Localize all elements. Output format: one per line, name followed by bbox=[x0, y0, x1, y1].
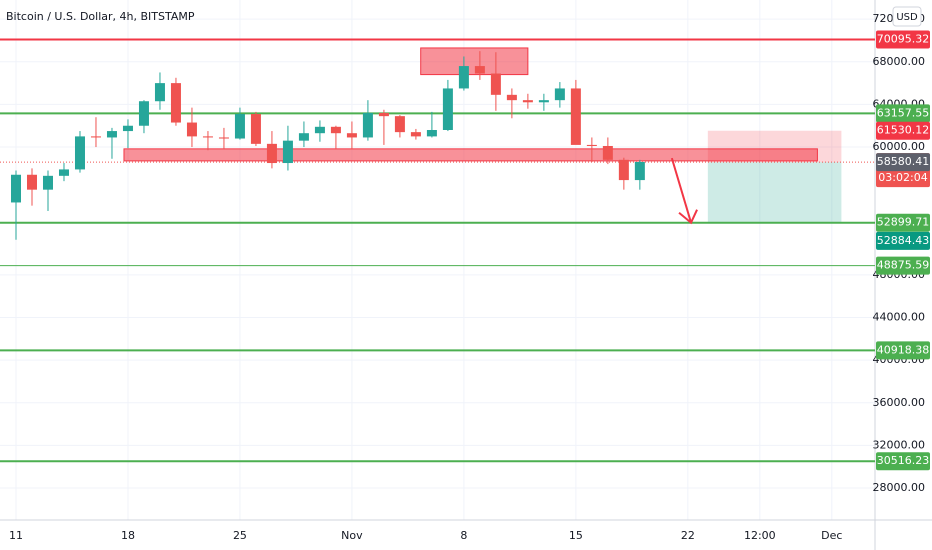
x-tick-label: 25 bbox=[233, 529, 247, 542]
bid-tag: 58580.41 bbox=[877, 155, 930, 168]
y-tick-label: 28000.00 bbox=[873, 481, 926, 494]
stop-tag: 61530.12 bbox=[877, 124, 930, 137]
level-tag-bg bbox=[876, 30, 930, 49]
candle-body bbox=[74, 136, 85, 170]
candle-body bbox=[106, 131, 117, 138]
candle-body bbox=[378, 112, 389, 117]
currency-box[interactable] bbox=[892, 6, 922, 27]
level-tag: 52899.71 bbox=[877, 216, 930, 229]
candle-body bbox=[234, 114, 245, 139]
candle-body bbox=[474, 66, 485, 74]
y-tick-label: 60000.00 bbox=[873, 140, 926, 153]
zone bbox=[123, 148, 818, 162]
x-tick-label: Dec bbox=[821, 529, 842, 542]
target-zone bbox=[707, 162, 842, 223]
candle-body bbox=[522, 100, 533, 103]
candle-body bbox=[490, 73, 501, 95]
x-tick-label: 22 bbox=[681, 529, 695, 542]
candle-body bbox=[186, 122, 197, 137]
candle-body bbox=[170, 83, 181, 123]
currency: USD bbox=[896, 12, 918, 23]
candle-body bbox=[570, 88, 581, 145]
zone bbox=[420, 47, 529, 76]
candle-body bbox=[426, 130, 437, 137]
candle-body bbox=[410, 132, 421, 137]
y-tick-label: 44000.00 bbox=[873, 311, 926, 324]
level-tag-bg bbox=[876, 213, 930, 232]
candle-body bbox=[250, 114, 261, 144]
level-tag-bg bbox=[876, 341, 930, 360]
candle-body bbox=[218, 137, 229, 139]
target-tag: 52884.43 bbox=[877, 234, 930, 247]
x-tick-label: 15 bbox=[569, 529, 583, 542]
candle-body bbox=[586, 144, 597, 146]
candle-body bbox=[26, 174, 37, 190]
level-tag-bg bbox=[876, 452, 930, 471]
candle-body bbox=[618, 159, 629, 181]
y-tick-label: 32000.00 bbox=[873, 438, 926, 451]
level-tag: 70095.32 bbox=[877, 32, 930, 45]
candle-body bbox=[202, 136, 213, 138]
candle-body bbox=[442, 88, 453, 130]
bid-tag-bg bbox=[876, 153, 930, 172]
candle-body bbox=[538, 100, 549, 103]
x-tick-label: 11 bbox=[9, 529, 23, 542]
candle-body bbox=[90, 136, 101, 138]
candle-body bbox=[362, 112, 373, 138]
candle-body bbox=[346, 133, 357, 138]
candle-body bbox=[394, 116, 405, 133]
y-tick-label: 36000.00 bbox=[873, 396, 926, 409]
chart-title: Bitcoin / U.S. Dollar, 4h, BITSTAMP bbox=[6, 10, 195, 23]
candle-body bbox=[58, 169, 69, 176]
candle-body bbox=[10, 174, 21, 203]
candle-body bbox=[330, 126, 341, 134]
candle-body bbox=[634, 161, 645, 181]
level-tag-bg bbox=[876, 256, 930, 275]
x-tick-label: Nov bbox=[341, 529, 363, 542]
candle-body bbox=[154, 83, 165, 102]
candle-body bbox=[266, 143, 277, 164]
candle-body bbox=[298, 133, 309, 141]
candle-body bbox=[554, 88, 565, 101]
candle-body bbox=[602, 145, 613, 160]
candle-body bbox=[42, 175, 53, 190]
candle-body bbox=[506, 94, 517, 101]
arrow-head bbox=[678, 209, 698, 225]
y-tick-label: 68000.00 bbox=[873, 55, 926, 68]
level-tag-bg bbox=[876, 104, 930, 123]
x-tick-label: 12:00 bbox=[744, 529, 776, 542]
level-tag: 63157.55 bbox=[877, 106, 930, 119]
level-tag: 30516.23 bbox=[877, 454, 930, 467]
candle-body bbox=[282, 140, 293, 164]
arrow bbox=[670, 157, 693, 223]
candle-body bbox=[122, 125, 133, 132]
x-tick-label: 8 bbox=[460, 529, 467, 542]
level-tag: 48875.59 bbox=[877, 259, 930, 272]
candle-body bbox=[138, 101, 149, 126]
candle-body bbox=[314, 126, 325, 134]
x-tick-label: 18 bbox=[121, 529, 135, 542]
candle-body bbox=[458, 66, 469, 89]
stop-tag-bg bbox=[876, 121, 930, 140]
countdown: 03:02:04 bbox=[878, 171, 927, 184]
target-tag-bg bbox=[876, 231, 930, 250]
level-tag: 40918.38 bbox=[877, 343, 930, 356]
